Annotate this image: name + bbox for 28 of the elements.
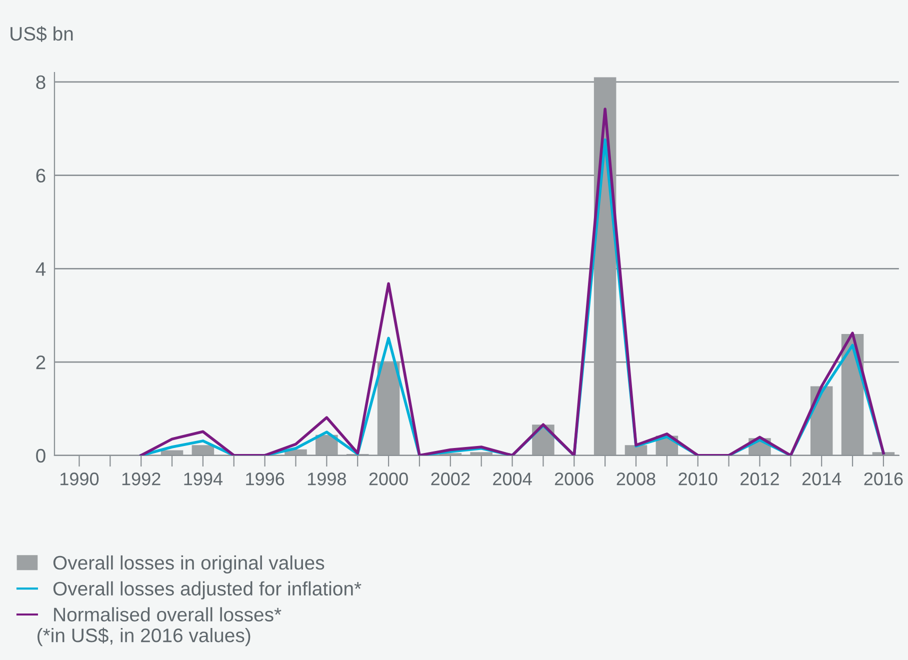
legend-label: Overall losses adjusted for inflation* [53,581,362,600]
y-tick-label: 6 [36,168,46,183]
bar [192,445,214,456]
x-tick-label: 2016 [864,472,903,486]
x-tick-label: 2002 [431,472,470,486]
x-tick-label: 1998 [308,472,346,486]
y-tick-label: 2 [36,356,46,370]
x-tick-label: 2004 [493,472,532,486]
x-tick-label: 2000 [369,472,408,486]
x-tick-label: 2010 [678,472,718,486]
text: (*in US$, in 2016 values) [38,628,250,646]
x-tick-label: 2006 [554,472,594,486]
x-tick-label: 1992 [122,472,160,486]
x-tick-label: 2008 [616,472,656,486]
x-tick-label: 1996 [246,472,284,486]
x-tick-label: 2014 [802,472,842,486]
x-tick-label: 1994 [184,472,223,486]
y-tick-label: 8 [36,75,46,90]
bar [470,452,492,456]
x-tick-label: 1990 [60,472,99,486]
y-tick-label: 0 [36,448,46,463]
y-tick-label: 4 [36,262,46,276]
bar [624,445,648,456]
legend-label: Normalised overall losses* [54,607,282,622]
y-axis-title: US$ bn [10,26,73,42]
bar [377,362,400,456]
legend-label: Overall losses in original values [53,555,324,574]
x-tick-label: 2012 [740,472,779,486]
